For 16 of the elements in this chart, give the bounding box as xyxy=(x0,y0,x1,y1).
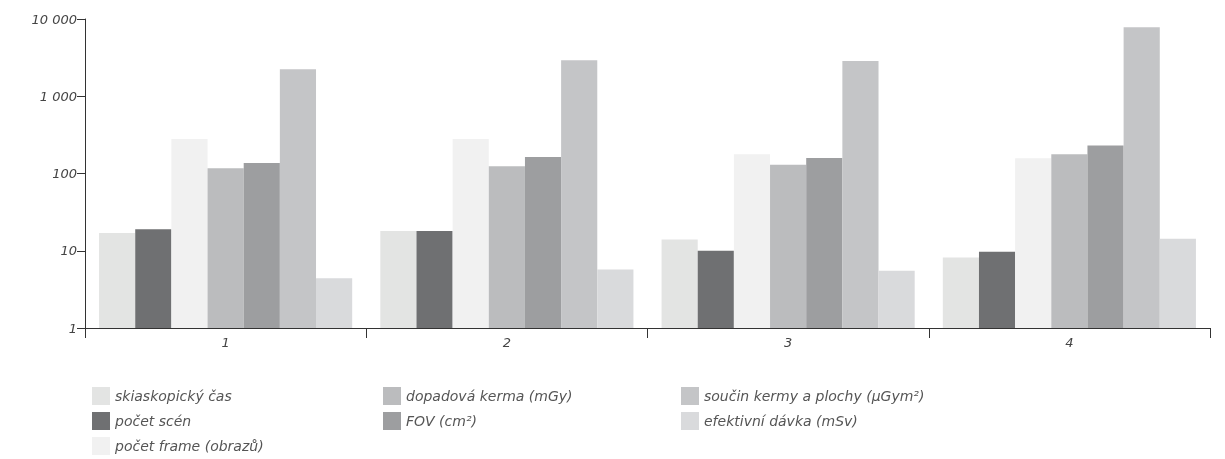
x-tick-label: 4 xyxy=(1065,335,1074,350)
legend-label: dopadová kerma (mGy) xyxy=(406,388,573,404)
legend-label: počet frame (obrazů) xyxy=(114,438,264,454)
x-tick-label: 2 xyxy=(502,335,512,350)
legend-label: součin kermy a plochy (µGym²) xyxy=(704,388,925,404)
y-tick-label: 10 xyxy=(60,243,77,259)
x-tick-label: 1 xyxy=(221,335,230,350)
legend-label: efektivní dávka (mSv) xyxy=(704,413,858,429)
y-tick-label: 10 000 xyxy=(31,11,77,27)
legend-label: FOV (cm²) xyxy=(406,413,477,429)
legend-label: počet scén xyxy=(114,413,192,429)
legend-label: skiaskopický čas xyxy=(115,388,232,404)
y-tick-label: 1 xyxy=(68,320,77,336)
y-tick-label: 100 xyxy=(52,166,77,181)
y-tick-label: 1 000 xyxy=(39,88,77,104)
x-tick-label: 3 xyxy=(783,335,793,350)
